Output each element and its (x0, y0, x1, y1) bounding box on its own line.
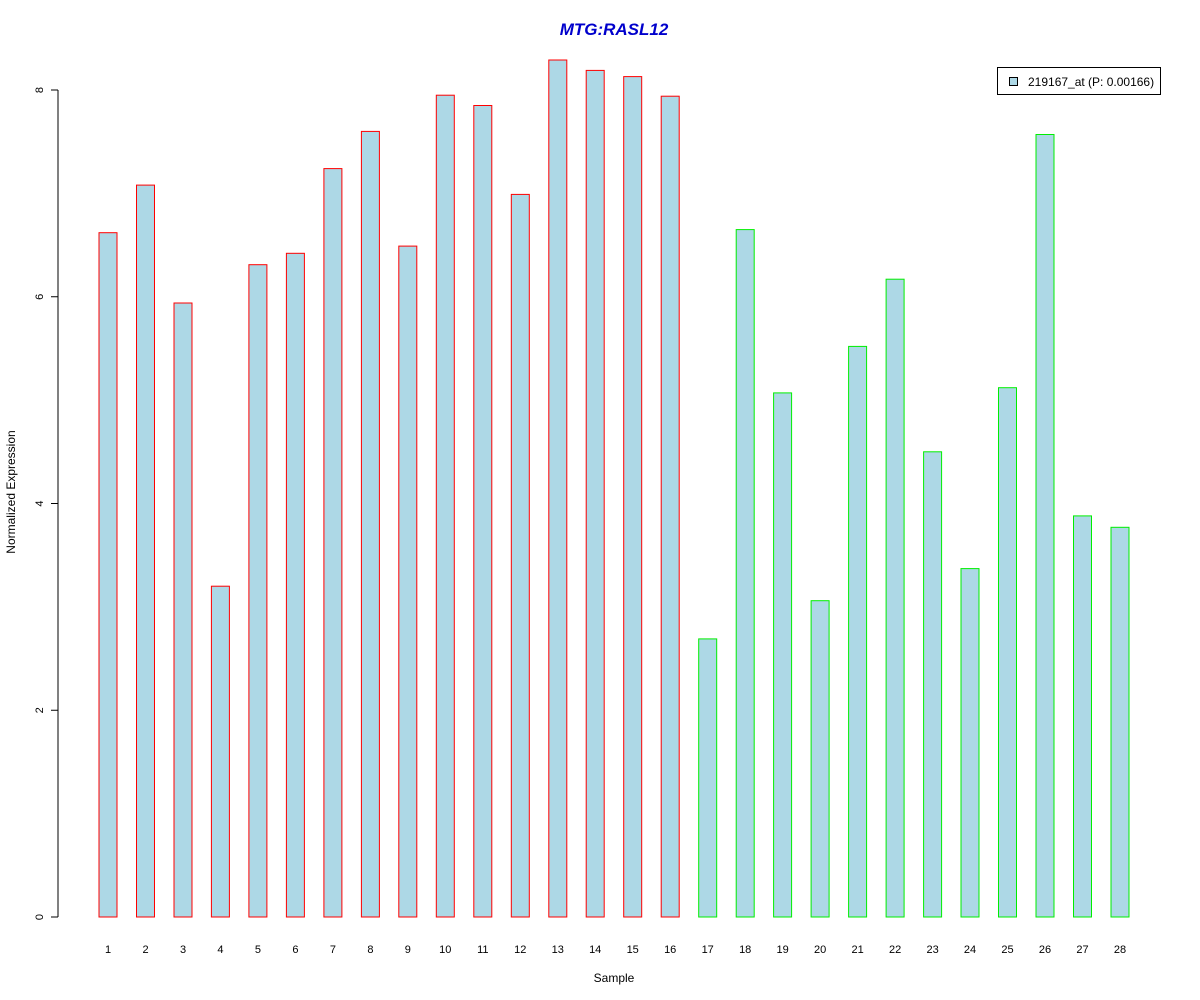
x-tick-label: 2 (142, 944, 148, 956)
legend-swatch (1009, 77, 1018, 86)
bar-sample-24 (960, 568, 980, 918)
bar-sample-15 (623, 76, 643, 918)
x-tick-label: 7 (330, 944, 336, 956)
x-tick-label: 25 (1001, 944, 1013, 956)
x-tick-label: 3 (180, 944, 186, 956)
x-tick-label: 6 (292, 944, 298, 956)
y-tick-label: 6 (34, 294, 46, 300)
x-tick-label: 13 (552, 944, 564, 956)
y-tick-label: 4 (34, 500, 46, 506)
x-tick-label: 8 (367, 944, 373, 956)
y-tick-label: 2 (34, 707, 46, 713)
x-tick-label: 5 (255, 944, 261, 956)
x-tick-label: 17 (702, 944, 714, 956)
bar-sample-20 (810, 600, 830, 918)
x-tick-label: 23 (926, 944, 938, 956)
bar-sample-19 (773, 392, 793, 918)
x-tick-label: 27 (1076, 944, 1088, 956)
bar-sample-25 (998, 387, 1017, 918)
bar-sample-27 (1073, 515, 1092, 918)
bar-sample-3 (173, 302, 193, 918)
bar-sample-5 (248, 264, 268, 918)
bar-sample-21 (848, 345, 868, 918)
bar-sample-9 (398, 245, 418, 918)
bar-sample-8 (360, 130, 380, 918)
bar-sample-13 (548, 59, 568, 918)
x-tick-label: 22 (889, 944, 901, 956)
legend: 219167_at (P: 0.00166) (997, 67, 1161, 95)
bar-sample-22 (885, 278, 905, 918)
x-tick-label: 19 (776, 944, 788, 956)
bar-sample-2 (136, 184, 155, 918)
bar-sample-16 (660, 95, 680, 918)
x-tick-label: 10 (439, 944, 451, 956)
y-axis-label: Normalized Expression (4, 430, 18, 554)
legend-label: 219167_at (P: 0.00166) (1028, 75, 1155, 89)
x-tick-label: 11 (477, 944, 488, 956)
bar-sample-14 (585, 69, 605, 918)
bar-sample-26 (1035, 134, 1055, 918)
y-tick-label: 8 (34, 87, 46, 93)
x-tick-label: 4 (217, 944, 223, 956)
bar-sample-7 (323, 168, 343, 918)
bar-sample-12 (510, 193, 530, 918)
x-tick-label: 15 (627, 944, 639, 956)
x-tick-label: 16 (664, 944, 676, 956)
y-tick-label: 0 (34, 914, 46, 920)
x-axis-label: Sample (593, 971, 635, 985)
bar-sample-4 (210, 585, 230, 918)
bar-sample-18 (735, 229, 755, 918)
bar-sample-17 (698, 638, 718, 918)
bar-sample-10 (435, 94, 455, 918)
x-tick-label: 9 (405, 944, 411, 956)
x-tick-label: 1 (105, 944, 111, 956)
x-tick-label: 12 (514, 944, 526, 956)
x-tick-label: 26 (1039, 944, 1051, 956)
x-tick-label: 18 (739, 944, 751, 956)
bar-sample-1 (98, 232, 118, 918)
x-tick-label: 28 (1114, 944, 1126, 956)
bar-sample-23 (923, 451, 943, 918)
bar-sample-28 (1110, 526, 1130, 918)
x-tick-label: 20 (814, 944, 826, 956)
bar-sample-11 (473, 105, 493, 918)
chart-title: MTG:RASL12 (559, 20, 669, 39)
x-tick-label: 24 (964, 944, 976, 956)
x-tick-label: 21 (851, 944, 863, 956)
x-tick-label: 14 (589, 944, 601, 956)
bar-sample-6 (285, 252, 305, 918)
